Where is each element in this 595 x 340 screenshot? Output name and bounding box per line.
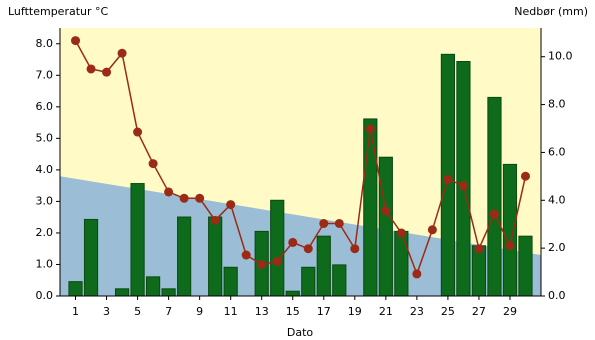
bar (378, 156, 393, 297)
bar (161, 288, 176, 297)
x-tick-label: 21 (379, 305, 393, 318)
point (365, 124, 375, 134)
point (458, 181, 468, 191)
point (71, 36, 81, 46)
point (489, 209, 499, 219)
point (117, 48, 127, 58)
bar (316, 235, 331, 297)
x-tick-label: 19 (348, 305, 362, 318)
x-tick-label: 11 (224, 305, 238, 318)
bar (502, 163, 518, 297)
point (443, 174, 453, 184)
point (288, 237, 298, 247)
bar (177, 216, 192, 297)
y2-tick-label: 0.0 (548, 289, 566, 302)
x-tick-label: 25 (441, 305, 455, 318)
x-tick-label: 5 (134, 305, 141, 318)
point (257, 259, 267, 269)
point (474, 244, 484, 254)
y-axis-title: Lufttemperatur °C (8, 5, 109, 18)
y2-tick-label: 6.0 (548, 145, 566, 158)
point (520, 171, 530, 181)
bar (146, 276, 161, 297)
y-tick-label: 0.0 (36, 289, 54, 302)
point (350, 244, 360, 254)
bar (456, 61, 471, 297)
point (226, 200, 236, 210)
point (195, 193, 205, 203)
y-tick-label: 4.0 (36, 163, 54, 176)
y2-axis-title: Nedbør (mm) (514, 5, 588, 18)
y-tick-label: 2.0 (36, 226, 54, 239)
x-tick-label: 13 (255, 305, 269, 318)
bar (208, 216, 223, 297)
bar (518, 235, 533, 297)
y2-tick-label: 8.0 (548, 98, 566, 111)
point (86, 64, 96, 74)
bar (83, 218, 99, 297)
point (210, 215, 220, 225)
y-tick-label: 5.0 (36, 131, 54, 144)
y-tick-label: 3.0 (36, 194, 54, 207)
bar (471, 245, 487, 297)
x-tick-label: 29 (503, 305, 517, 318)
y-tick-label: 8.0 (36, 37, 54, 50)
point (381, 206, 391, 216)
bar (68, 281, 83, 297)
x-tick-label: 7 (165, 305, 172, 318)
bar (363, 118, 378, 297)
point (148, 159, 158, 169)
x-tick-label: 15 (286, 305, 300, 318)
point (396, 228, 406, 238)
point (133, 127, 143, 137)
x-axis-title: Dato (287, 326, 314, 339)
x-tick-label: 3 (103, 305, 110, 318)
x-tick-label: 9 (196, 305, 203, 318)
point (272, 256, 282, 266)
y-tick-label: 7.0 (36, 68, 54, 81)
bar (285, 290, 300, 297)
x-tick-label: 23 (410, 305, 424, 318)
y2-tick-label: 4.0 (548, 193, 566, 206)
bar (130, 183, 145, 297)
point (505, 241, 515, 251)
y2-tick-label: 2.0 (548, 241, 566, 254)
x-tick-label: 1 (72, 305, 79, 318)
point (241, 250, 251, 260)
point (164, 187, 174, 197)
x-tick-label: 27 (472, 305, 486, 318)
bar (487, 96, 502, 297)
point (102, 67, 112, 77)
point (303, 244, 313, 254)
x-tick-label: 17 (317, 305, 331, 318)
bar (114, 288, 130, 297)
bar (301, 266, 316, 297)
point (179, 193, 189, 203)
bar (270, 199, 285, 297)
bar (394, 230, 409, 297)
bar (332, 264, 347, 297)
y-tick-label: 6.0 (36, 100, 54, 113)
bar (223, 266, 238, 297)
y2-tick-label: 10.0 (548, 50, 573, 63)
point (334, 218, 344, 228)
point (319, 218, 329, 228)
point (427, 225, 437, 235)
y-tick-label: 1.0 (36, 257, 54, 270)
point (412, 269, 422, 279)
